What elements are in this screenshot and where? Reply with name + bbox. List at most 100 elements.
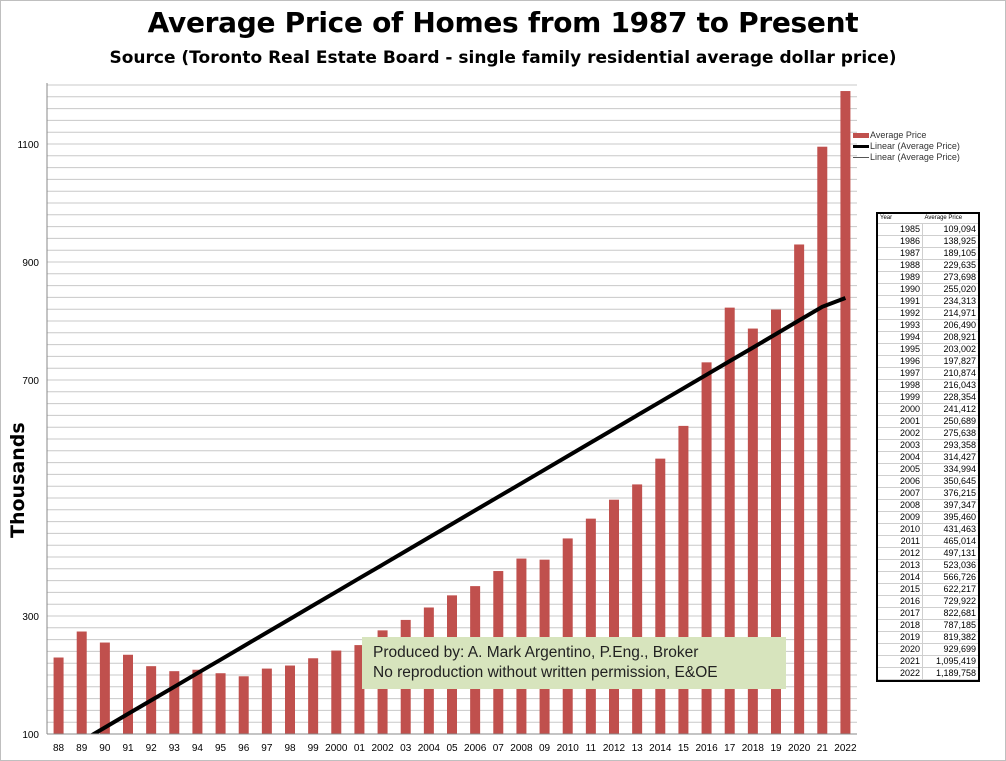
y-tick-label: 300 [22, 612, 39, 623]
table-cell-price: 216,043 [922, 379, 978, 392]
bar [76, 631, 87, 734]
x-tick-label: 11 [586, 743, 597, 754]
table-row: 1988 229,635 [878, 259, 978, 272]
table-cell-year: 1990 [878, 283, 923, 296]
x-tick-label: 13 [632, 743, 644, 754]
table-row: 1995 203,002 [878, 343, 978, 356]
x-tick-label: 07 [493, 743, 505, 754]
table-row: 1999 228,354 [878, 391, 978, 404]
table-cell-year: 1992 [878, 307, 923, 320]
table-row: 1997 210,874 [878, 367, 978, 380]
x-tick-label: 01 [354, 743, 366, 754]
table-cell-year: 2004 [878, 451, 923, 464]
x-tick-label: 90 [99, 743, 111, 754]
table-cell-price: 206,490 [922, 319, 978, 332]
x-tick-label: 92 [146, 743, 158, 754]
bar [632, 484, 643, 734]
x-tick-label: 93 [169, 743, 181, 754]
chart-legend: Average Price Linear (Average Price) Lin… [853, 130, 960, 163]
bar [354, 645, 365, 734]
table-cell-year: 2007 [878, 487, 923, 500]
y-tick-label: 900 [22, 258, 39, 269]
table-cell-year: 2022 [878, 667, 923, 680]
watermark-line-1: Produced by: A. Mark Argentino, P.Eng., … [373, 644, 699, 661]
x-tick-label: 05 [446, 743, 458, 754]
table-cell-year: 2012 [878, 547, 923, 560]
table-cell-year: 2014 [878, 571, 923, 584]
x-tick-label: 98 [284, 743, 296, 754]
table-cell-year: 1998 [878, 379, 923, 392]
table-cell-year: 2018 [878, 619, 923, 632]
table-cell-price: 376,215 [922, 487, 978, 500]
table-cell-price: 1,095,419 [922, 655, 978, 668]
x-tick-label: 97 [261, 743, 273, 754]
table-cell-price: 189,105 [922, 247, 978, 260]
bar [331, 650, 342, 734]
table-cell-price: 275,638 [922, 427, 978, 440]
table-cell-price: 229,635 [922, 259, 978, 272]
table-row: 2008 397,347 [878, 499, 978, 512]
table-row: 1989 273,698 [878, 271, 978, 284]
table-row: 2021 1,095,419 [878, 655, 978, 668]
table-cell-year: 2005 [878, 463, 923, 476]
x-tick-label: 89 [76, 743, 88, 754]
table-cell-price: 197,827 [922, 355, 978, 368]
price-data-table: Year Average Price 1985 109,094 1986 138,92… [876, 212, 980, 682]
table-cell-year: 1989 [878, 271, 923, 284]
table-cell-price: 497,131 [922, 547, 978, 560]
table-row: 2019 819,382 [878, 631, 978, 644]
table-cell-price: 241,412 [922, 403, 978, 416]
table-cell-price: 210,874 [922, 367, 978, 380]
table-cell-price: 234,313 [922, 295, 978, 308]
legend-item-average-price: Average Price [853, 130, 960, 141]
x-tick-label: 21 [817, 743, 829, 754]
table-cell-price: 566,726 [922, 571, 978, 584]
watermark-line-2: No reproduction without written permissi… [373, 664, 718, 681]
bar [192, 669, 203, 734]
table-cell-year: 1993 [878, 319, 923, 332]
table-row: 1990 255,020 [878, 283, 978, 296]
table-cell-price: 334,994 [922, 463, 978, 476]
x-tick-label: 19 [770, 743, 782, 754]
table-cell-price: 431,463 [922, 523, 978, 536]
table-cell-year: 2016 [878, 595, 923, 608]
table-cell-price: 293,358 [922, 439, 978, 452]
bar [747, 328, 758, 734]
table-row: 2010 431,463 [878, 523, 978, 536]
x-tick-label: 2004 [418, 743, 441, 754]
table-row: 2016 729,922 [878, 595, 978, 608]
x-tick-label: 99 [308, 743, 320, 754]
bar [285, 665, 295, 734]
table-cell-year: 2009 [878, 511, 923, 524]
table-cell-year: 2017 [878, 607, 923, 620]
legend-swatch-thin-line [853, 157, 869, 158]
table-row: 1994 208,921 [878, 331, 978, 344]
table-cell-year: 1986 [878, 235, 923, 248]
bar [562, 538, 573, 734]
bar [724, 307, 735, 734]
table-row: 2005 334,994 [878, 463, 978, 476]
x-tick-label: 2012 [603, 743, 626, 754]
table-cell-price: 622,217 [922, 583, 978, 596]
table-header-year: Year [878, 214, 923, 224]
y-tick-label: 1100 [17, 140, 39, 151]
x-tick-label: 2016 [695, 743, 718, 754]
table-cell-price: 250,689 [922, 415, 978, 428]
table-cell-year: 1988 [878, 259, 923, 272]
table-cell-year: 2003 [878, 439, 923, 452]
table-cell-year: 2020 [878, 643, 923, 656]
table-cell-price: 1,189,758 [922, 667, 978, 680]
x-tick-label: 2002 [371, 743, 394, 754]
bar [609, 499, 619, 734]
table-cell-year: 1999 [878, 391, 923, 404]
table-row: 2012 497,131 [878, 547, 978, 560]
bar [99, 642, 110, 734]
table-cell-price: 228,354 [922, 391, 978, 404]
chart-title: Average Price of Homes from 1987 to Pres… [147, 6, 859, 39]
x-tick-label: 96 [238, 743, 250, 754]
x-tick-label: 2010 [557, 743, 580, 754]
table-row: 2006 350,645 [878, 475, 978, 488]
bar [53, 657, 64, 734]
table-cell-year: 2008 [878, 499, 923, 512]
table-row: 2014 566,726 [878, 571, 978, 584]
